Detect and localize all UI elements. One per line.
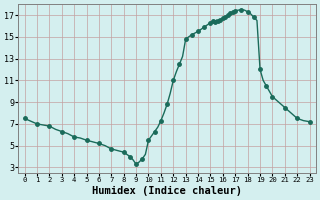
X-axis label: Humidex (Indice chaleur): Humidex (Indice chaleur)	[92, 186, 242, 196]
